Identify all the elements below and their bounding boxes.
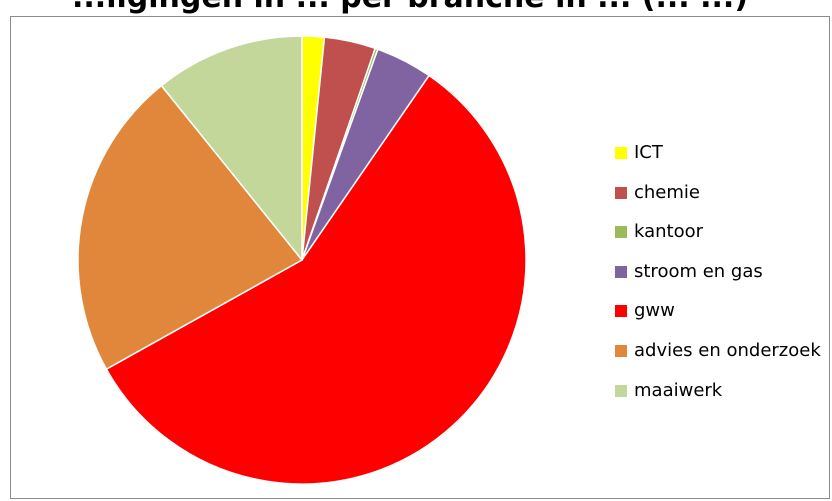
legend-swatch xyxy=(615,265,627,278)
legend-item-advies-en-onderzoek: advies en onderzoek xyxy=(615,339,832,379)
legend-swatch xyxy=(615,226,627,239)
legend-swatch xyxy=(615,147,627,159)
pie-slice-maaiwerk xyxy=(160,35,303,261)
legend-label: advies en onderzoek xyxy=(634,339,821,361)
legend-swatch xyxy=(615,344,627,357)
title-strip: ...ilgingen in ... per branche in ... (.… xyxy=(0,0,832,16)
legend-item-stroom-en-gas: stroom en gas xyxy=(615,260,832,300)
legend-label: maaiwerk xyxy=(634,379,723,401)
legend-item-kantoor: kantoor xyxy=(615,220,832,260)
legend-label: gww xyxy=(634,300,675,322)
legend-swatch xyxy=(615,186,627,199)
pie-slice-gww xyxy=(105,74,527,485)
pie-slice-advies-en-onderzoek xyxy=(77,84,303,370)
legend-item-gww: gww xyxy=(615,299,832,339)
legend: ICT chemie kantoor stroom en gas gww advies e… xyxy=(615,141,832,418)
legend-item-maaiwerk: maaiwerk xyxy=(615,379,832,419)
legend-item-chemie: chemie xyxy=(615,181,832,221)
chart-title: ...ilgingen in ... per branche in ... (.… xyxy=(72,0,748,15)
chart-frame: ICT chemie kantoor stroom en gas gww advies e… xyxy=(10,16,830,499)
legend-item-ict: ICT xyxy=(615,141,832,181)
legend-swatch xyxy=(615,384,627,397)
legend-label: kantoor xyxy=(634,221,704,243)
legend-swatch xyxy=(615,305,627,318)
pie-chart xyxy=(77,35,527,485)
legend-label: chemie xyxy=(634,181,700,203)
legend-label: ICT xyxy=(634,142,663,163)
legend-label: stroom en gas xyxy=(634,260,763,282)
